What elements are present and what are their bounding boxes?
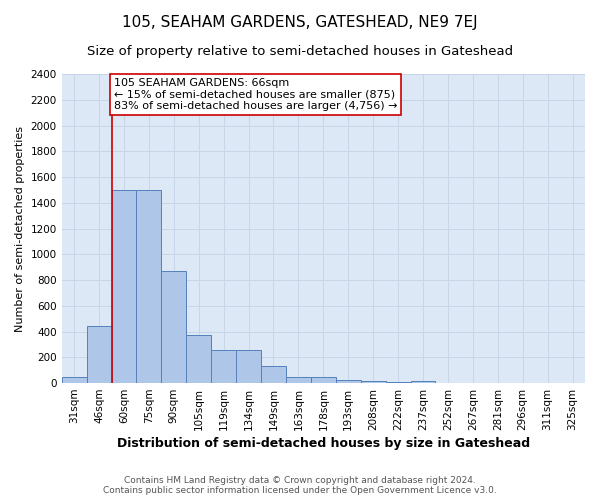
Text: Contains HM Land Registry data © Crown copyright and database right 2024.
Contai: Contains HM Land Registry data © Crown c…: [103, 476, 497, 495]
Bar: [261, 366, 286, 383]
Bar: [336, 380, 361, 383]
Bar: [361, 381, 386, 383]
Text: Size of property relative to semi-detached houses in Gateshead: Size of property relative to semi-detach…: [87, 45, 513, 58]
Bar: [236, 350, 261, 383]
Bar: [112, 190, 136, 383]
Bar: [86, 326, 112, 383]
Text: 105 SEAHAM GARDENS: 66sqm
← 15% of semi-detached houses are smaller (875)
83% of: 105 SEAHAM GARDENS: 66sqm ← 15% of semi-…: [114, 78, 398, 111]
Bar: [211, 350, 236, 383]
Bar: [386, 382, 410, 383]
Bar: [186, 335, 211, 383]
X-axis label: Distribution of semi-detached houses by size in Gateshead: Distribution of semi-detached houses by …: [117, 437, 530, 450]
Bar: [62, 376, 86, 383]
Y-axis label: Number of semi-detached properties: Number of semi-detached properties: [15, 126, 25, 332]
Bar: [410, 381, 436, 383]
Bar: [161, 271, 186, 383]
Bar: [136, 190, 161, 383]
Bar: [311, 376, 336, 383]
Text: 105, SEAHAM GARDENS, GATESHEAD, NE9 7EJ: 105, SEAHAM GARDENS, GATESHEAD, NE9 7EJ: [122, 15, 478, 30]
Bar: [286, 376, 311, 383]
